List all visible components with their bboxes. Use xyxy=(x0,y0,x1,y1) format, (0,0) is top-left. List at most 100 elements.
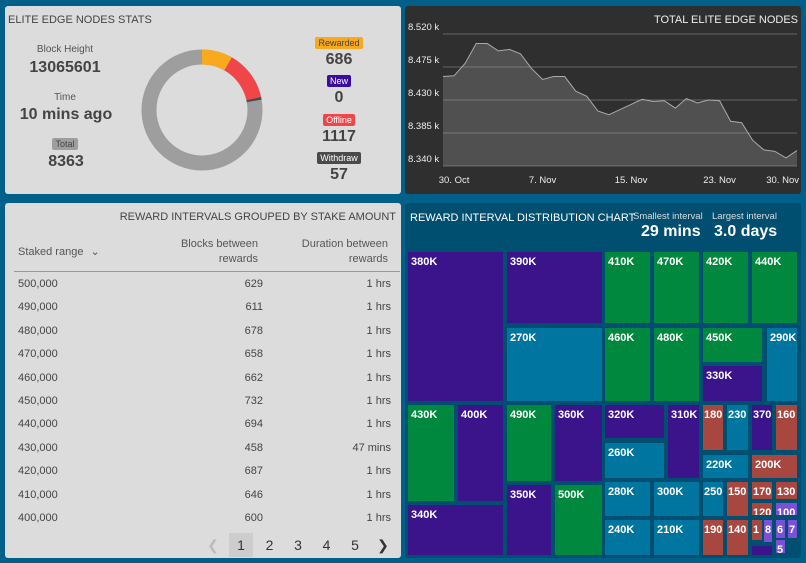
cell-range: 420,000 xyxy=(18,465,58,478)
treemap-tile[interactable]: 300K xyxy=(654,482,699,516)
treemap-tile[interactable]: 340K xyxy=(408,505,503,555)
next-page-button[interactable]: ❯ xyxy=(377,537,389,553)
withdraw-value: 57 xyxy=(330,166,348,183)
time-label: Time xyxy=(54,92,76,103)
cell-range: 490,000 xyxy=(18,301,58,314)
treemap-tile[interactable]: 100 xyxy=(776,503,797,515)
treemap-tile[interactable]: 460K xyxy=(605,328,650,401)
treemap-tile[interactable]: 480K xyxy=(654,328,699,401)
reward-intervals-table-panel: REWARD INTERVALS GROUPED BY STAKE AMOUNT… xyxy=(5,203,401,558)
treemap-tile[interactable]: 230 xyxy=(727,405,748,450)
cell-duration: 47 mins xyxy=(352,441,391,454)
treemap-tile[interactable]: 130 xyxy=(776,482,797,499)
treemap-tile[interactable]: 220K xyxy=(703,455,748,478)
new-value: 0 xyxy=(334,89,344,106)
table-row: 490,000 611 1 hrs xyxy=(18,296,395,319)
cell-range: 470,000 xyxy=(18,348,58,361)
cell-blocks: 658 xyxy=(244,348,263,361)
treemap-tile[interactable]: 8 xyxy=(764,520,772,542)
treemap-tile[interactable]: 190 xyxy=(703,520,723,555)
treemap-tile[interactable]: 360K xyxy=(555,405,602,481)
treemap-tile[interactable]: 420K xyxy=(703,252,748,323)
table-row: 420,000 687 1 hrs xyxy=(18,460,395,483)
table-row: 460,000 662 1 hrs xyxy=(18,367,395,390)
cell-duration: 1 hrs xyxy=(366,278,391,290)
treemap-tile[interactable]: 330K xyxy=(703,366,762,401)
treemap-tile[interactable]: 350K xyxy=(507,485,551,555)
y-tick-label: 8.340 k xyxy=(408,154,439,165)
page-1-button[interactable]: 1 xyxy=(229,533,253,557)
y-tick-label: 8.475 k xyxy=(408,55,439,66)
treemap-tile[interactable]: 180 xyxy=(703,405,723,450)
time-value: 10 mins ago xyxy=(19,106,113,123)
total-nodes-chart-panel: TOTAL ELITE EDGE NODES 8.520 k 8.475 k 8.4… xyxy=(405,6,801,194)
treemap-tile[interactable]: 450K xyxy=(703,328,762,362)
treemap-tile[interactable]: 170 xyxy=(752,482,772,499)
treemap-tile[interactable]: 250 xyxy=(703,482,723,516)
treemap-tile[interactable]: 410K xyxy=(605,252,650,323)
treemap-tile[interactable]: 240K xyxy=(605,520,650,555)
cell-range: 500,000 xyxy=(18,278,58,290)
treemap-tile[interactable]: 200K xyxy=(752,455,797,478)
treemap-tile[interactable]: 380K xyxy=(408,252,503,401)
treemap-tile[interactable]: 310K xyxy=(668,405,699,478)
cell-duration: 1 hrs xyxy=(366,395,391,407)
table-row: 440,000 694 1 hrs xyxy=(18,413,395,436)
total-value: 8363 xyxy=(48,153,84,170)
treemap-tile[interactable]: 120 xyxy=(752,503,772,515)
cell-duration: 1 hrs xyxy=(366,301,391,314)
cell-blocks: 662 xyxy=(244,371,263,384)
stats-title: ELITE EDGE NODES STATS xyxy=(8,14,152,26)
chevron-down-icon: ⌄ xyxy=(90,246,100,258)
cell-range: 440,000 xyxy=(18,418,58,431)
cell-range: 460,000 xyxy=(18,371,58,384)
treemap-tile[interactable]: 400K xyxy=(458,405,503,501)
treemap-tile[interactable]: 470K xyxy=(654,252,699,323)
treemap-tile[interactable]: 5 xyxy=(776,540,785,553)
treemap-tile[interactable]: 430K xyxy=(408,405,454,501)
cell-duration: 1 hrs xyxy=(366,418,391,431)
page-2-button[interactable]: 2 xyxy=(265,537,274,553)
treemap-tile[interactable]: 370 xyxy=(752,405,772,450)
treemap-tile[interactable]: 290K xyxy=(767,328,797,401)
treemap-tile[interactable]: 140 xyxy=(727,520,748,555)
cell-blocks: 600 xyxy=(244,512,263,524)
treemap-tile[interactable]: 6 xyxy=(776,520,785,538)
header-blocks: Blocks between rewards xyxy=(180,238,258,265)
table-row: 400,000 600 1 hrs xyxy=(18,507,395,530)
cell-blocks: 611 xyxy=(245,301,263,314)
treemap-title: REWARD INTERVAL DISTRIBUTION CHART xyxy=(410,212,636,224)
cell-duration: 1 hrs xyxy=(366,488,391,501)
header-staked-range[interactable]: Staked range ⌄ xyxy=(18,245,100,260)
chart-title: TOTAL ELITE EDGE NODES xyxy=(653,14,798,26)
treemap-tile[interactable]: 210K xyxy=(654,520,699,555)
x-tick-label: 30. Oct xyxy=(439,175,470,186)
treemap-tile[interactable]: 320K xyxy=(605,405,664,438)
treemap-tile[interactable]: 270K xyxy=(507,328,602,401)
cell-blocks: 458 xyxy=(244,441,263,454)
page-5-button[interactable]: 5 xyxy=(351,537,359,553)
treemap-tile[interactable]: 440K xyxy=(752,252,797,323)
series-line xyxy=(442,43,798,159)
treemap-tile[interactable]: 160 xyxy=(776,405,797,450)
page-3-button[interactable]: 3 xyxy=(294,537,302,553)
treemap-tile[interactable]: 280K xyxy=(605,482,650,516)
treemap-tile[interactable]: 7 xyxy=(788,520,797,538)
cell-blocks: 694 xyxy=(244,418,263,431)
donut-segment-offline[interactable] xyxy=(224,57,262,101)
prev-page-button[interactable]: ❮ xyxy=(207,537,219,553)
cell-duration: 1 hrs xyxy=(366,371,391,384)
treemap-tile[interactable] xyxy=(752,546,772,555)
treemap-tile[interactable]: 1 xyxy=(752,520,762,540)
treemap-tile[interactable]: 260K xyxy=(605,443,664,478)
stats-panel: ELITE EDGE NODES STATS Block Height 1306… xyxy=(5,6,401,194)
treemap-tile[interactable]: 150 xyxy=(727,482,748,516)
treemap-tile[interactable]: 390K xyxy=(507,252,602,323)
cell-range: 450,000 xyxy=(18,395,58,407)
cell-duration: 1 hrs xyxy=(366,324,391,337)
withdraw-badge: Withdraw xyxy=(317,152,361,164)
treemap-tile[interactable]: 500K xyxy=(555,485,602,555)
page-4-button[interactable]: 4 xyxy=(322,537,331,553)
treemap-tile[interactable]: 490K xyxy=(507,405,551,481)
donut-segment-rewarded[interactable] xyxy=(201,49,232,71)
